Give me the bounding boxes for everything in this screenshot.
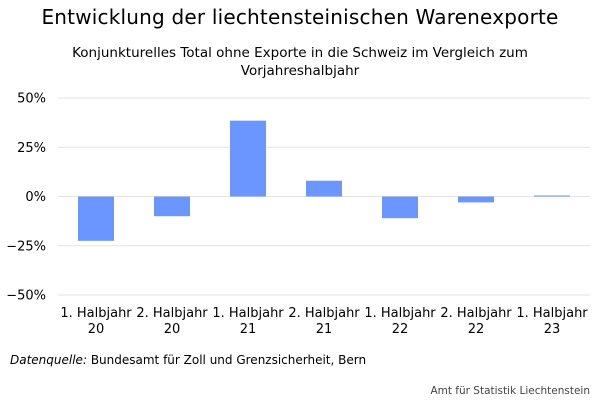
bar [306, 180, 342, 197]
data-source-label: Datenquelle: [10, 353, 87, 367]
y-tick-label: −50% [6, 289, 46, 304]
x-category-label: 1. Halbjahr 21 [212, 306, 284, 337]
y-tick-label: 50% [17, 92, 46, 107]
chart-subtitle: Konjunkturelles Total ohne Exporte in di… [72, 45, 528, 79]
data-source-note: Datenquelle: Bundesamt für Zoll und Gren… [10, 353, 366, 367]
x-category-label: 1. Halbjahr 23 [516, 306, 588, 337]
x-category-label: 2. Halbjahr 22 [440, 306, 512, 337]
y-tick-label: 25% [17, 141, 46, 156]
bar [534, 195, 570, 197]
data-source-text: Bundesamt für Zoll und Grenzsicherheit, … [87, 353, 367, 367]
bar [154, 196, 190, 217]
chart-title: Entwicklung der liechtensteinischen Ware… [41, 5, 559, 29]
y-axis-tick-labels: 50% 25% 0% −25% −50% [6, 92, 46, 304]
x-axis-category-labels: 1. Halbjahr 202. Halbjahr 201. Halbjahr 212… [60, 306, 588, 337]
bar [230, 120, 266, 197]
bar [382, 196, 418, 219]
bar-chart: 50%25%0%−25%−50% 1. Halbjahr 202. Halbjah… [6, 92, 590, 337]
bar [78, 196, 114, 241]
x-category-label: 1. Halbjahr 22 [364, 306, 436, 337]
bars [78, 120, 570, 241]
y-tick-label: 0% [25, 190, 46, 205]
y-tick-label: −25% [6, 239, 46, 254]
x-category-label: 2. Halbjahr 20 [136, 306, 208, 337]
bar [458, 196, 494, 203]
x-category-label: 1. Halbjahr 20 [60, 306, 132, 337]
x-category-label: 2. Halbjahr 21 [288, 306, 360, 337]
publisher-credit: Amt für Statistik Liechtenstein [430, 385, 590, 397]
